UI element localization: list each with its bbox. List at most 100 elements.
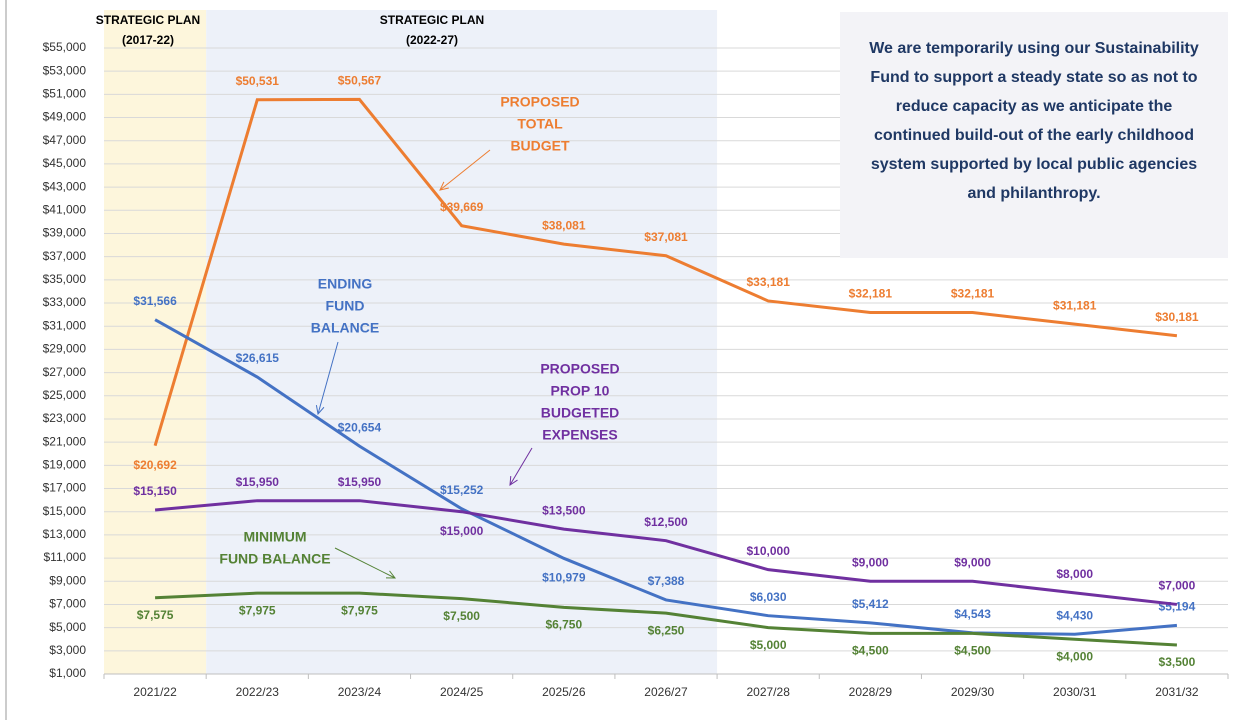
data-label: $6,030 [750, 590, 787, 604]
data-label: $32,181 [849, 287, 893, 301]
x-tick-label: 2027/28 [746, 685, 790, 699]
series-line [153, 97, 1178, 447]
annotation: TOTAL [517, 116, 563, 132]
annotation: BUDGETED [541, 405, 620, 421]
y-tick-label: $21,000 [43, 434, 87, 448]
x-tick-label: 2022/23 [236, 685, 280, 699]
y-tick-label: $25,000 [43, 388, 87, 402]
y-tick-label: $23,000 [43, 411, 87, 425]
y-tick-label: $3,000 [49, 643, 86, 657]
data-label: $7,500 [443, 609, 480, 623]
data-label: $13,500 [542, 503, 586, 517]
annotation: PROPOSED [540, 361, 619, 377]
period-label: (2022-27) [406, 33, 458, 47]
x-tick-label: 2029/30 [951, 685, 995, 699]
data-label: $9,000 [852, 555, 889, 569]
data-label: $10,979 [542, 570, 586, 584]
data-label: $4,500 [954, 644, 991, 658]
y-tick-label: $19,000 [43, 458, 87, 472]
x-tick-label: 2024/25 [440, 685, 484, 699]
y-tick-label: $9,000 [49, 573, 86, 587]
data-label: $10,000 [746, 544, 790, 558]
y-tick-label: $51,000 [43, 87, 87, 101]
arrow-head [385, 570, 397, 579]
annotation: FUND BALANCE [219, 551, 330, 567]
y-tick-label: $15,000 [43, 504, 87, 518]
y-tick-label: $41,000 [43, 202, 87, 216]
annotation-arrow [439, 149, 491, 191]
y-tick-label: $27,000 [43, 365, 87, 379]
data-label: $39,669 [440, 200, 484, 214]
annotation: PROP 10 [551, 383, 610, 399]
data-label: $26,615 [236, 351, 280, 365]
data-label: $4,430 [1056, 608, 1093, 622]
data-label: $31,566 [133, 294, 177, 308]
data-label: $31,181 [1053, 298, 1097, 312]
data-label: $7,575 [137, 608, 174, 622]
data-label: $4,543 [954, 607, 991, 621]
annotation: BALANCE [311, 320, 379, 336]
x-tick-label: 2028/29 [849, 685, 893, 699]
y-tick-label: $29,000 [43, 342, 87, 356]
x-tick-label: 2021/22 [133, 685, 177, 699]
y-tick-label: $35,000 [43, 272, 87, 286]
annotation: BUDGET [510, 138, 570, 154]
data-label: $15,252 [440, 483, 484, 497]
data-label: $7,388 [648, 574, 685, 588]
data-label: $15,950 [338, 475, 382, 489]
data-label: $15,950 [236, 475, 280, 489]
data-label: $9,000 [954, 555, 991, 569]
y-tick-label: $53,000 [43, 63, 87, 77]
data-label: $50,567 [338, 74, 382, 88]
y-tick-label: $5,000 [49, 620, 86, 634]
y-tick-label: $55,000 [43, 40, 87, 54]
data-label: $20,654 [338, 420, 382, 434]
period-label: (2017-22) [122, 33, 174, 47]
data-label: $6,250 [648, 623, 685, 637]
series-line [155, 591, 1177, 647]
annotation-arrow [509, 447, 533, 486]
y-tick-label: $33,000 [43, 295, 87, 309]
y-tick-label: $31,000 [43, 318, 87, 332]
data-label: $20,692 [133, 458, 177, 472]
data-label: $7,975 [239, 603, 276, 617]
data-label: $12,500 [644, 515, 688, 529]
data-label: $32,181 [951, 287, 995, 301]
data-label: $8,000 [1056, 567, 1093, 581]
annotation-arrow [334, 547, 396, 579]
annotation: ENDING [318, 276, 373, 292]
annotation: MINIMUM [244, 529, 307, 545]
period-label: STRATEGIC PLAN [96, 13, 200, 27]
data-label: $7,975 [341, 603, 378, 617]
note-box: We are temporarily using our Sustainabil… [840, 12, 1228, 258]
y-tick-label: $47,000 [43, 133, 87, 147]
data-label: $3,500 [1159, 655, 1196, 669]
annotation: FUND [326, 298, 365, 314]
y-tick-label: $45,000 [43, 156, 87, 170]
y-tick-label: $39,000 [43, 226, 87, 240]
period-band [206, 10, 718, 674]
data-label: $5,412 [852, 597, 889, 611]
x-tick-label: 2025/26 [542, 685, 586, 699]
y-tick-label: $7,000 [49, 597, 86, 611]
arrow-head [315, 405, 325, 416]
data-label: $15,150 [133, 484, 177, 498]
data-label: $30,181 [1155, 310, 1199, 324]
x-tick-label: 2026/27 [644, 685, 688, 699]
data-label: $33,181 [746, 275, 790, 289]
y-tick-label: $43,000 [43, 179, 87, 193]
y-tick-label: $37,000 [43, 249, 87, 263]
period-label: STRATEGIC PLAN [380, 13, 484, 27]
y-tick-label: $13,000 [43, 527, 87, 541]
data-label: $38,081 [542, 218, 586, 232]
y-tick-label: $17,000 [43, 481, 87, 495]
y-tick-label: $1,000 [49, 666, 86, 680]
period-band [104, 10, 207, 674]
data-label: $4,000 [1056, 649, 1093, 663]
series-line [154, 499, 1178, 606]
series-line [154, 318, 1178, 636]
y-tick-label: $49,000 [43, 110, 87, 124]
annotation: EXPENSES [542, 427, 617, 443]
